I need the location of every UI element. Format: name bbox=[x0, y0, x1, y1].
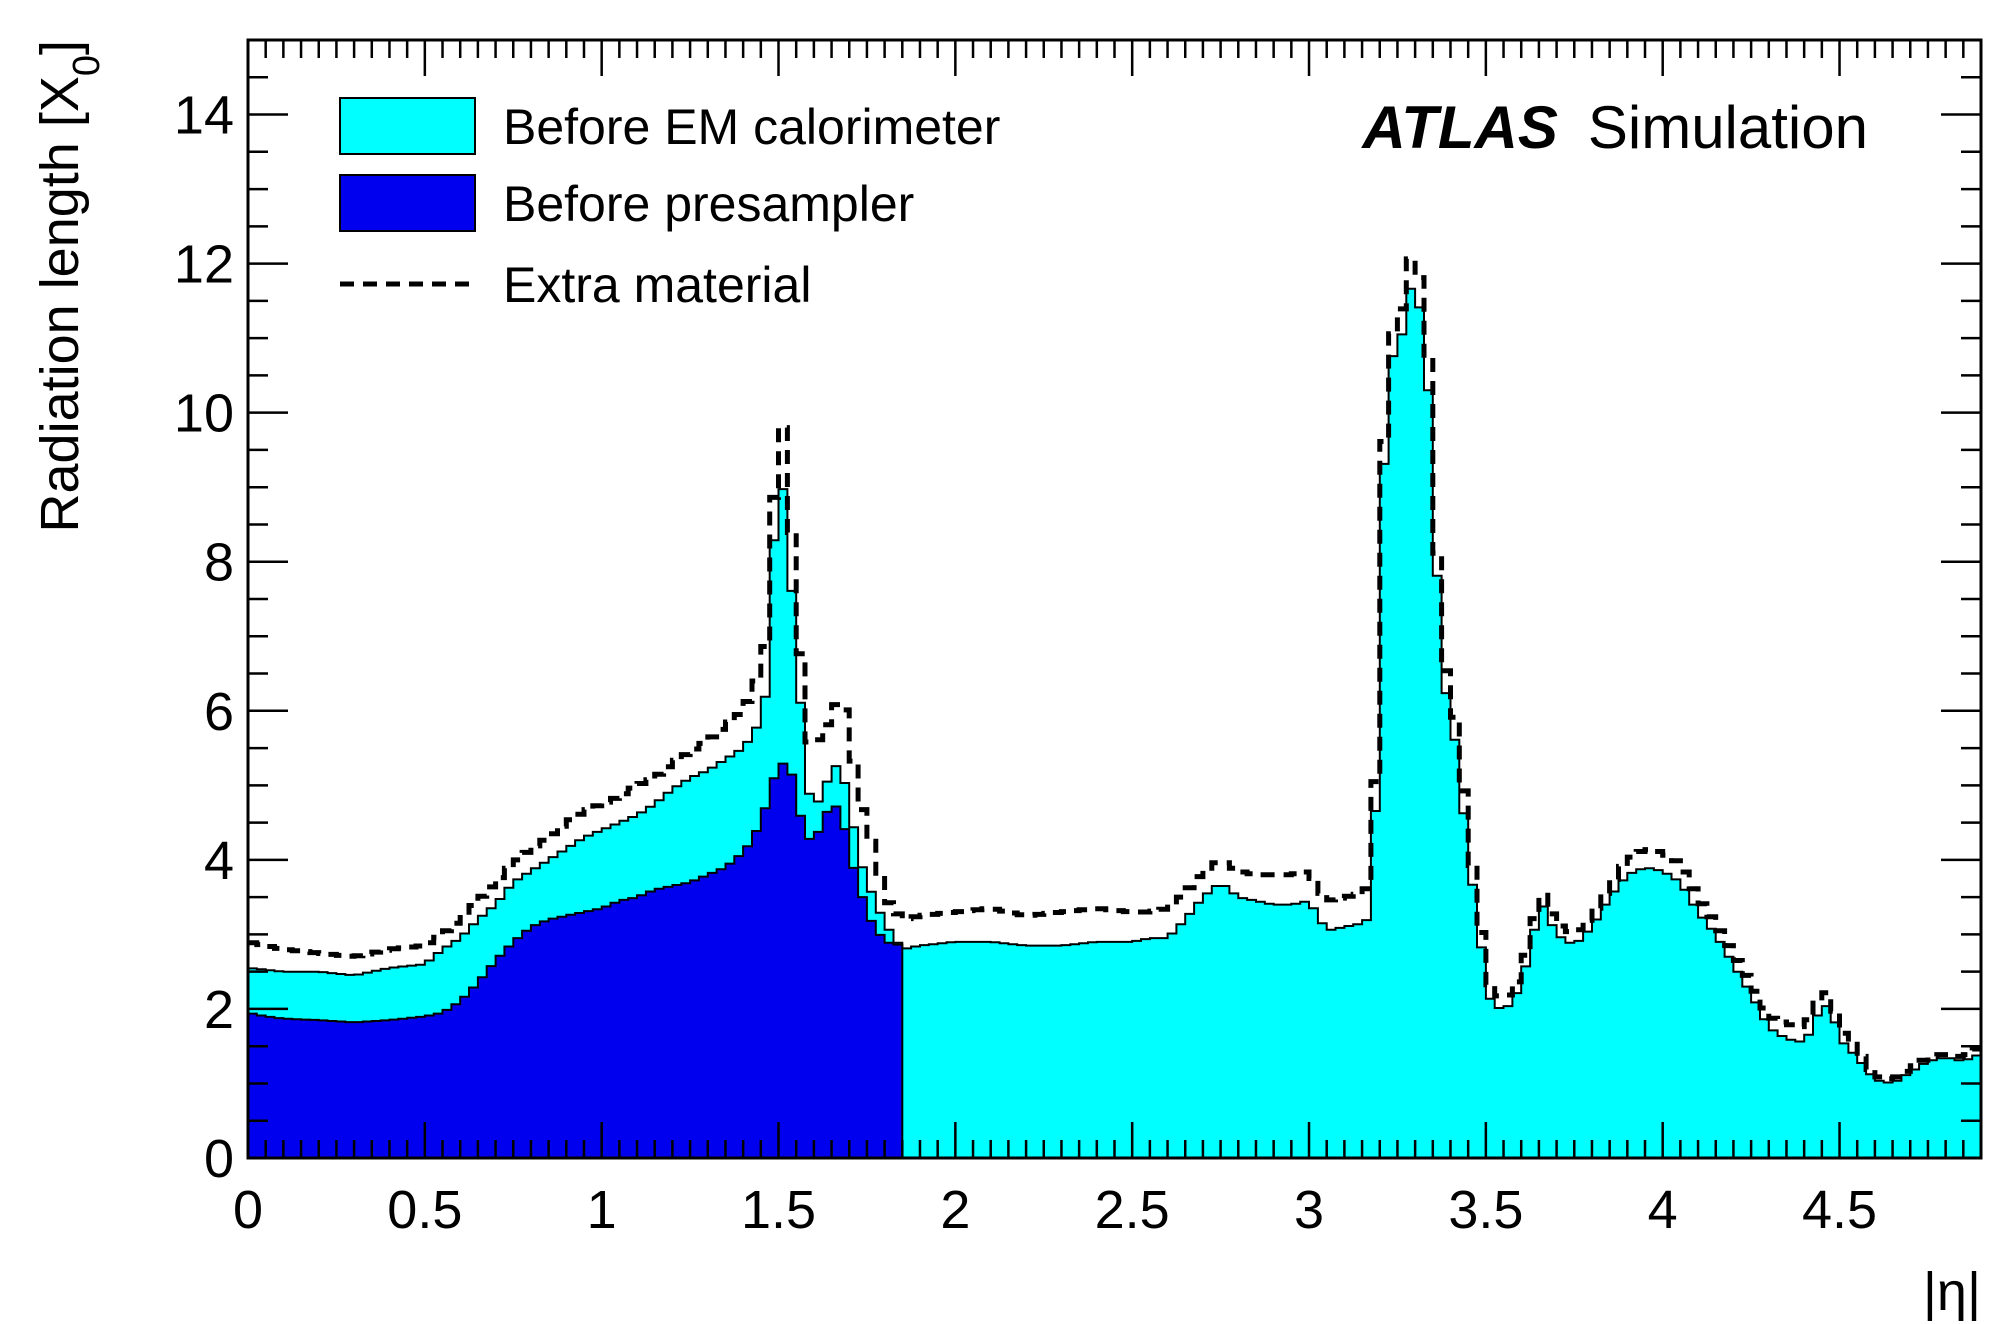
legend-label: Before presampler bbox=[503, 176, 914, 232]
x-tick-label: 0 bbox=[233, 1180, 263, 1240]
y-tick-label: 6 bbox=[204, 682, 234, 742]
legend-before-em-calorimeter: Before EM calorimeter bbox=[339, 97, 1000, 155]
series-extra-material bbox=[248, 256, 1981, 1082]
legend: Before EM calorimeter Before presampler Ex… bbox=[339, 97, 1000, 313]
x-tick-label: 3 bbox=[1294, 1180, 1324, 1240]
series-before-presampler bbox=[247, 762, 904, 1159]
axis-ticks bbox=[246, 38, 1983, 1160]
x-axis-label: |η| bbox=[1923, 1262, 1981, 1322]
y-tick-label: 0 bbox=[204, 1129, 234, 1189]
x-tick-label: 2 bbox=[940, 1180, 970, 1240]
legend-before-presampler: Before presampler bbox=[339, 174, 914, 232]
tick-labels: 0 0.5 1 1.5 2 2.5 3 3.5 4 4.5 0 2 4 6 8 10 12 14 bbox=[174, 86, 1877, 1240]
x-tick-label: 1.5 bbox=[741, 1180, 816, 1240]
x-tick-label: 0.5 bbox=[387, 1180, 462, 1240]
x-tick-label: 4.5 bbox=[1802, 1180, 1877, 1240]
x-tick-label: 4 bbox=[1648, 1180, 1678, 1240]
y-tick-label: 2 bbox=[204, 980, 234, 1040]
y-tick-label: 12 bbox=[174, 235, 234, 295]
y-tick-label: 10 bbox=[174, 384, 234, 444]
plot-areas bbox=[247, 256, 1982, 1159]
atlas-simulation-label: ATLAS Simulation bbox=[1360, 94, 1868, 161]
x-tick-label: 1 bbox=[587, 1180, 617, 1240]
y-tick-label: 8 bbox=[204, 533, 234, 593]
y-tick-label: 14 bbox=[174, 86, 234, 146]
legend-label: Before EM calorimeter bbox=[503, 99, 1000, 155]
x-tick-label: 2.5 bbox=[1095, 1180, 1170, 1240]
legend-swatch bbox=[339, 174, 476, 232]
legend-swatch bbox=[339, 97, 476, 155]
x-tick-label: 3.5 bbox=[1448, 1180, 1523, 1240]
y-axis-label: Radiation length [X0] bbox=[30, 40, 108, 532]
legend-extra-material: Extra material bbox=[340, 257, 811, 313]
legend-label: Extra material bbox=[503, 257, 811, 313]
y-tick-label: 4 bbox=[204, 831, 234, 891]
plot-frame bbox=[246, 38, 1983, 1160]
